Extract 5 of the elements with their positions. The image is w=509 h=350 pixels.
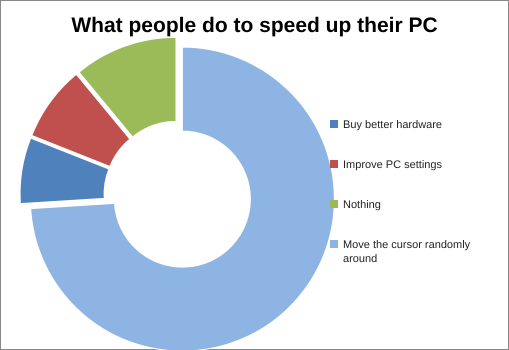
legend-label: Buy better hardware bbox=[343, 119, 442, 131]
legend-label: Move the cursor randomly around bbox=[343, 239, 471, 265]
legend-label: Nothing bbox=[343, 199, 381, 211]
legend-label: Improve PC settings bbox=[343, 159, 443, 171]
chart-title: What people do to speed up their PC bbox=[71, 14, 438, 37]
